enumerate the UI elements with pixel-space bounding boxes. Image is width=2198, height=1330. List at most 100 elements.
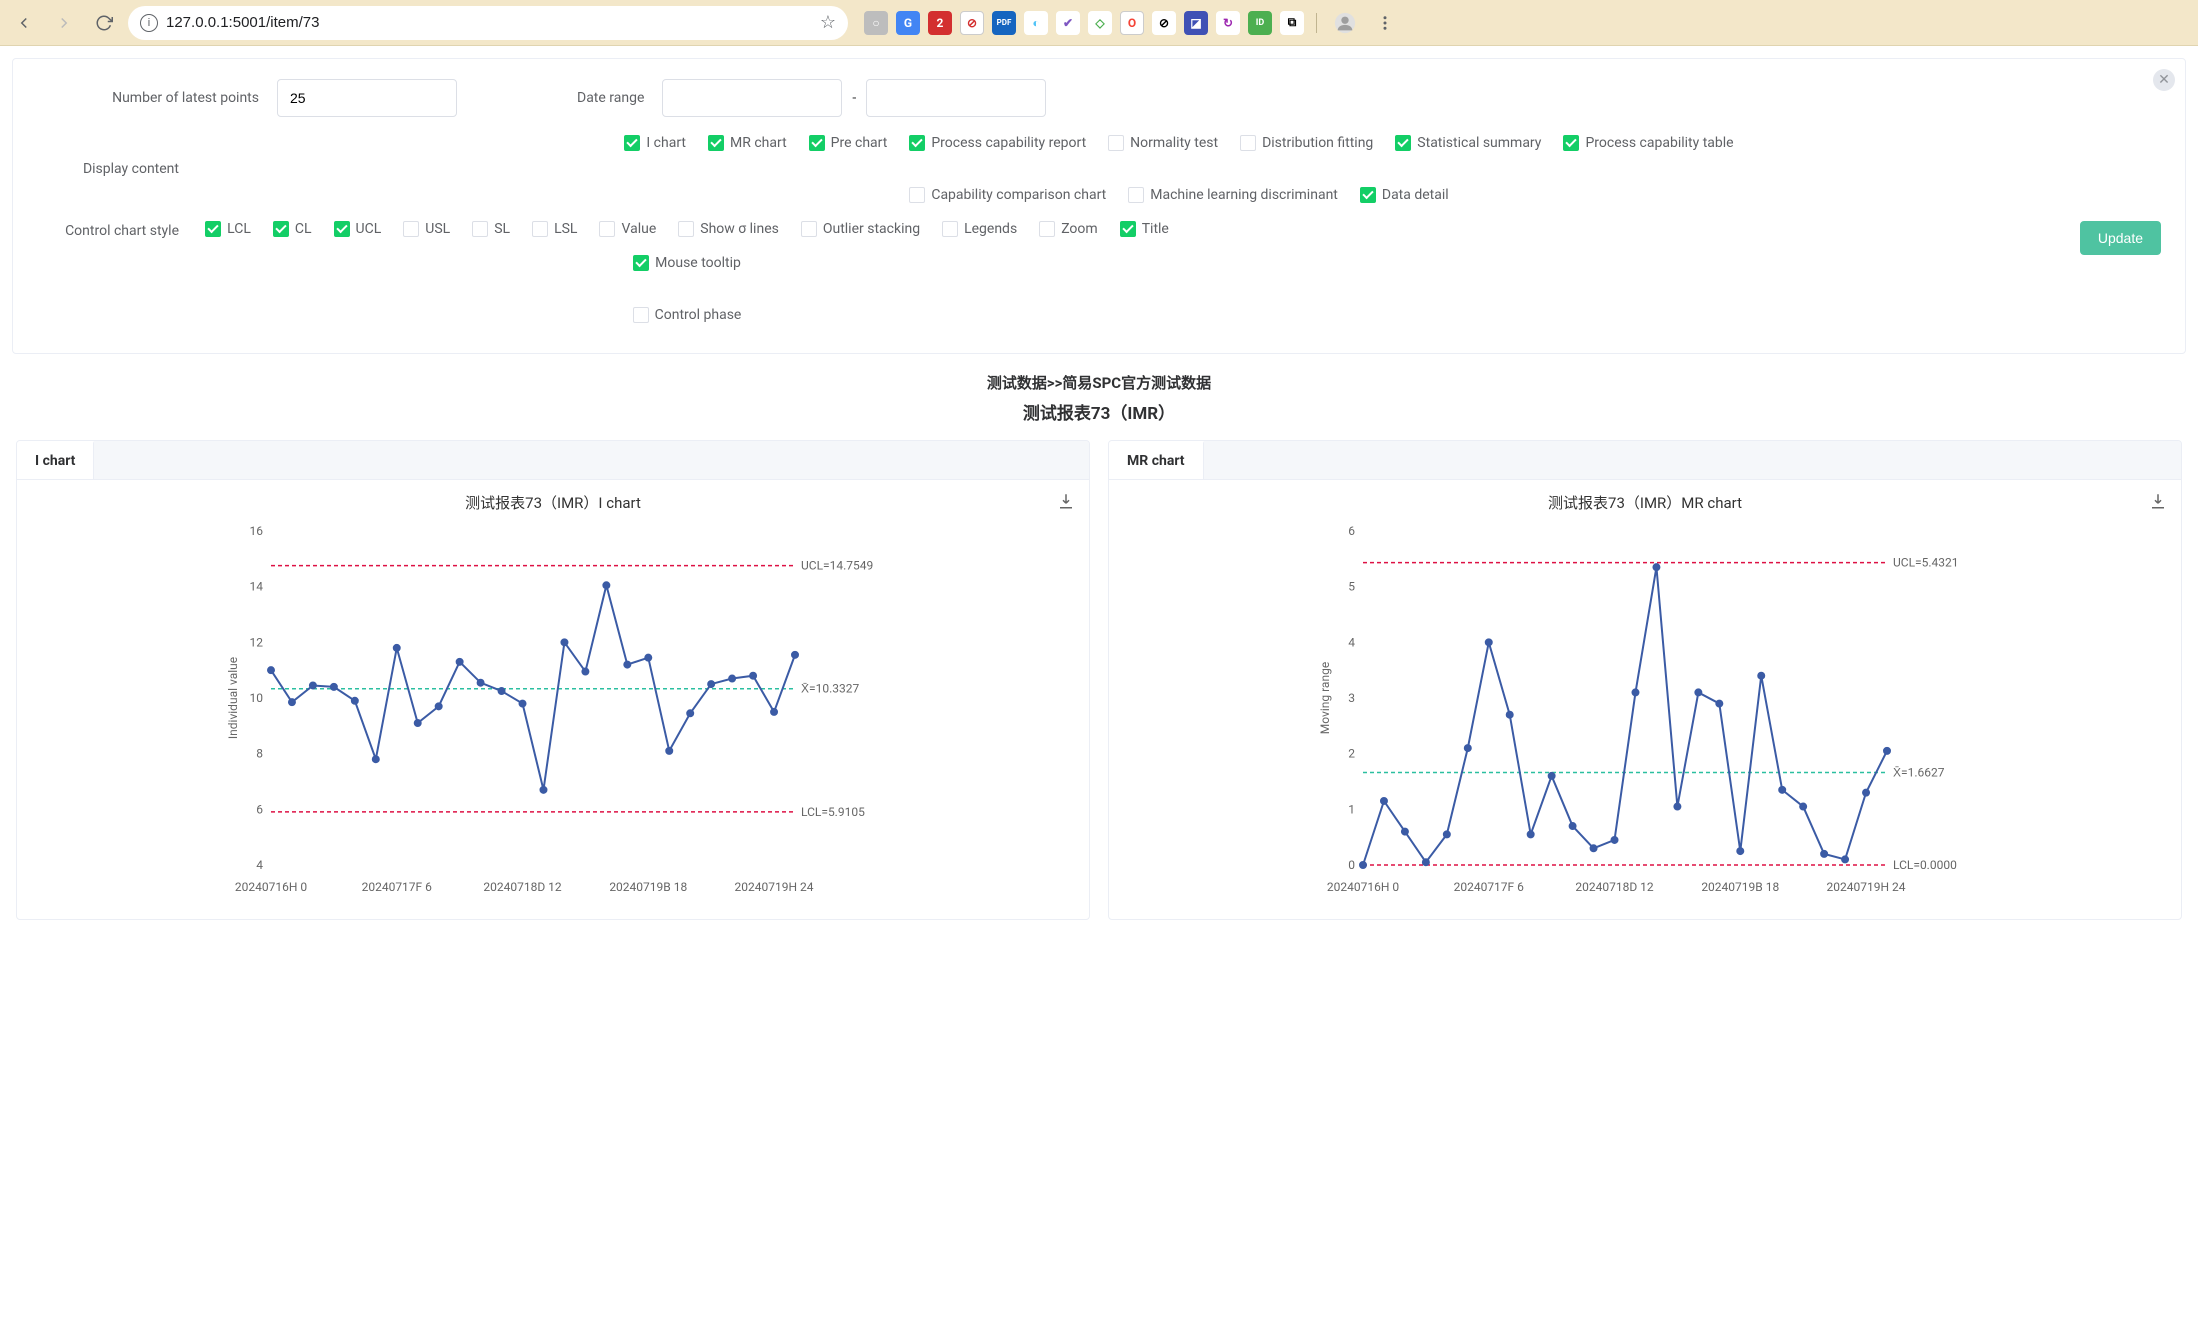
- extension-icon[interactable]: ↻: [1216, 11, 1240, 35]
- checkbox-box[interactable]: [1120, 221, 1136, 237]
- profile-avatar-icon[interactable]: [1329, 7, 1361, 39]
- url-bar[interactable]: i ☆: [128, 6, 848, 40]
- checkbox-box[interactable]: [909, 135, 925, 151]
- extension-icon[interactable]: O: [1120, 11, 1144, 35]
- checkbox-sl[interactable]: SL: [472, 221, 510, 237]
- page-content: ✕ Number of latest points Date range - D…: [0, 46, 2198, 932]
- update-button[interactable]: Update: [2080, 221, 2161, 255]
- checkbox-ucl[interactable]: UCL: [334, 221, 382, 237]
- svg-text:UCL=5.4321: UCL=5.4321: [1893, 556, 1959, 570]
- checkbox-box[interactable]: [633, 307, 649, 323]
- checkbox-pre-chart[interactable]: Pre chart: [809, 135, 888, 151]
- num-points-input[interactable]: [277, 79, 457, 117]
- i-chart-card: I chart 测试报表73（IMR）I chart 46810121416In…: [16, 440, 1090, 920]
- svg-text:X̄=1.6627: X̄=1.6627: [1893, 765, 1945, 779]
- checkbox-value[interactable]: Value: [599, 221, 656, 237]
- checkbox-legends[interactable]: Legends: [942, 221, 1017, 237]
- svg-text:5: 5: [1348, 580, 1355, 594]
- extension-icon[interactable]: 2: [928, 11, 952, 35]
- checkbox-show-lines[interactable]: Show σ lines: [678, 221, 779, 237]
- extension-icon[interactable]: ◐: [1024, 11, 1048, 35]
- checkbox-machine-learning-discriminant[interactable]: Machine learning discriminant: [1128, 187, 1338, 203]
- svg-text:20240717F 6: 20240717F 6: [1454, 880, 1525, 894]
- i-chart-plot[interactable]: 46810121416Individual value20240716H 020…: [25, 521, 1081, 901]
- nav-forward-button[interactable]: [48, 7, 80, 39]
- close-panel-button[interactable]: ✕: [2153, 69, 2175, 91]
- extension-icon[interactable]: ◪: [1184, 11, 1208, 35]
- checkbox-box[interactable]: [708, 135, 724, 151]
- svg-text:LCL=0.0000: LCL=0.0000: [1893, 858, 1957, 872]
- checkbox-control-phase[interactable]: Control phase: [633, 307, 742, 323]
- extension-icon[interactable]: ○: [864, 11, 888, 35]
- checkbox-box[interactable]: [1128, 187, 1144, 203]
- extension-icon[interactable]: ⧉: [1280, 11, 1304, 35]
- checkbox-box[interactable]: [1360, 187, 1376, 203]
- checkbox-outlier-stacking[interactable]: Outlier stacking: [801, 221, 920, 237]
- checkbox-box[interactable]: [334, 221, 350, 237]
- checkbox-label: Data detail: [1382, 187, 1449, 203]
- checkbox-box[interactable]: [809, 135, 825, 151]
- checkbox-box[interactable]: [1395, 135, 1411, 151]
- extension-icon[interactable]: G: [896, 11, 920, 35]
- svg-text:3: 3: [1348, 691, 1355, 705]
- checkbox-usl[interactable]: USL: [403, 221, 450, 237]
- checkbox-box[interactable]: [205, 221, 221, 237]
- checkbox-box[interactable]: [633, 255, 649, 271]
- checkbox-capability-comparison-chart[interactable]: Capability comparison chart: [909, 187, 1106, 203]
- date-from-input[interactable]: [662, 79, 842, 117]
- checkbox-zoom[interactable]: Zoom: [1039, 221, 1098, 237]
- checkbox-box[interactable]: [532, 221, 548, 237]
- checkbox-label: SL: [494, 221, 510, 237]
- checkbox-title[interactable]: Title: [1120, 221, 1169, 237]
- checkbox-label: MR chart: [730, 135, 787, 151]
- checkbox-process-capability-table[interactable]: Process capability table: [1563, 135, 1733, 151]
- checkbox-box[interactable]: [1039, 221, 1055, 237]
- checkbox-cl[interactable]: CL: [273, 221, 312, 237]
- checkbox-lcl[interactable]: LCL: [205, 221, 251, 237]
- checkbox-box[interactable]: [403, 221, 419, 237]
- svg-text:UCL=14.7549: UCL=14.7549: [801, 559, 873, 573]
- checkbox-box[interactable]: [801, 221, 817, 237]
- mr-chart-plot[interactable]: 0123456Moving range20240716H 020240717F …: [1117, 521, 2173, 901]
- mr-chart-tab[interactable]: MR chart: [1109, 441, 1204, 479]
- i-chart-tab[interactable]: I chart: [17, 441, 94, 479]
- checkbox-box[interactable]: [909, 187, 925, 203]
- checkbox-box[interactable]: [1108, 135, 1124, 151]
- checkbox-process-capability-report[interactable]: Process capability report: [909, 135, 1086, 151]
- checkbox-box[interactable]: [1240, 135, 1256, 151]
- checkbox-box[interactable]: [624, 135, 640, 151]
- i-chart-download-icon[interactable]: [1057, 492, 1075, 514]
- checkbox-box[interactable]: [273, 221, 289, 237]
- checkbox-distribution-fitting[interactable]: Distribution fitting: [1240, 135, 1373, 151]
- checkbox-box[interactable]: [678, 221, 694, 237]
- mr-chart-download-icon[interactable]: [2149, 492, 2167, 514]
- nav-reload-button[interactable]: [88, 7, 120, 39]
- checkbox-lsl[interactable]: LSL: [532, 221, 577, 237]
- site-info-icon[interactable]: i: [140, 14, 158, 32]
- checkbox-box[interactable]: [1563, 135, 1579, 151]
- bookmark-star-icon[interactable]: ☆: [820, 12, 836, 33]
- extension-icon[interactable]: ID: [1248, 11, 1272, 35]
- svg-text:20240719H 24: 20240719H 24: [735, 880, 814, 894]
- svg-text:14: 14: [250, 580, 264, 594]
- checkbox-data-detail[interactable]: Data detail: [1360, 187, 1449, 203]
- checkbox-mr-chart[interactable]: MR chart: [708, 135, 787, 151]
- checkbox-normality-test[interactable]: Normality test: [1108, 135, 1218, 151]
- extension-icon[interactable]: ⊘: [1152, 11, 1176, 35]
- display-content-checks: I chart MR chart Pre chart Process capabili…: [197, 135, 2161, 203]
- extension-icon[interactable]: ⊘: [960, 11, 984, 35]
- url-input[interactable]: [166, 14, 812, 31]
- checkbox-i-chart[interactable]: I chart: [624, 135, 686, 151]
- extension-icon[interactable]: PDF: [992, 11, 1016, 35]
- checkbox-box[interactable]: [599, 221, 615, 237]
- checkbox-box[interactable]: [472, 221, 488, 237]
- checkbox-statistical-summary[interactable]: Statistical summary: [1395, 135, 1541, 151]
- checkbox-box[interactable]: [942, 221, 958, 237]
- checkbox-label: Outlier stacking: [823, 221, 920, 237]
- checkbox-mouse-tooltip[interactable]: Mouse tooltip: [633, 255, 741, 271]
- date-to-input[interactable]: [866, 79, 1046, 117]
- browser-menu-icon[interactable]: [1369, 7, 1401, 39]
- nav-back-button[interactable]: [8, 7, 40, 39]
- extension-icon[interactable]: ◇: [1088, 11, 1112, 35]
- extension-icon[interactable]: ✔: [1056, 11, 1080, 35]
